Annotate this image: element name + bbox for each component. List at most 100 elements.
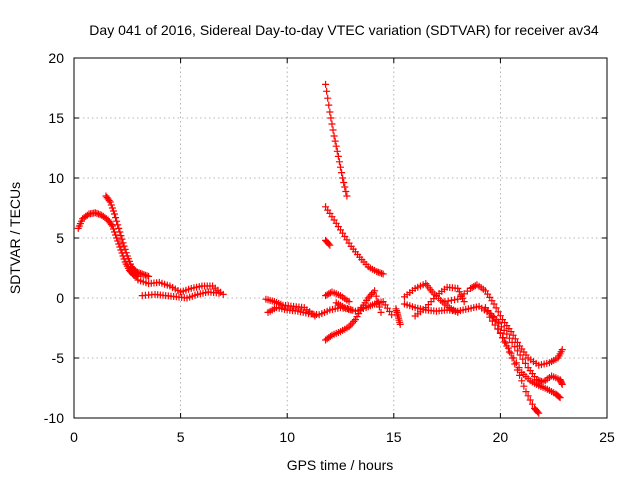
data-point <box>338 169 346 177</box>
data-point <box>507 349 515 357</box>
data-point <box>503 342 511 350</box>
data-point <box>114 221 122 229</box>
series-arc-morning-low <box>138 288 223 302</box>
data-point <box>558 346 566 354</box>
data-point <box>120 242 128 250</box>
data-point <box>366 292 374 300</box>
series-arc-evening-1 <box>481 304 566 388</box>
series-arc-steep-drop <box>322 80 351 200</box>
data-point <box>326 108 334 116</box>
data-point <box>350 317 358 325</box>
data-point <box>526 396 534 404</box>
data-point <box>119 239 127 247</box>
y-tick-label: -10 <box>44 410 64 426</box>
series-arc-morning-flat <box>134 276 227 298</box>
data-point <box>492 316 500 324</box>
data-point <box>325 290 333 298</box>
data-point <box>490 300 498 308</box>
data-point <box>106 198 114 206</box>
data-point <box>328 120 336 128</box>
x-tick-label: 5 <box>177 429 185 445</box>
data-point <box>516 371 524 379</box>
data-point <box>507 328 515 336</box>
data-point <box>496 312 504 320</box>
data-point <box>331 137 339 145</box>
data-point <box>455 288 463 296</box>
data-point <box>377 308 385 316</box>
data-point <box>122 249 130 257</box>
data-point <box>505 348 513 356</box>
data-point <box>333 147 341 155</box>
data-point <box>492 304 500 312</box>
x-tick-label: 0 <box>70 429 78 445</box>
data-point <box>454 308 462 316</box>
data-point <box>511 360 519 368</box>
data-point <box>330 132 338 140</box>
data-point <box>109 207 117 215</box>
data-point <box>339 174 347 182</box>
series-arc-rising-low <box>322 287 385 344</box>
data-point <box>518 377 526 385</box>
data-point <box>495 319 503 327</box>
data-point <box>520 382 528 390</box>
data-point <box>351 316 359 324</box>
data-point <box>114 237 122 245</box>
series-arc-descending <box>322 203 387 278</box>
data-point <box>528 400 536 408</box>
data-point <box>509 331 517 339</box>
data-point <box>327 114 335 122</box>
data-point <box>491 321 499 329</box>
data-point <box>332 142 340 150</box>
data-point <box>396 320 404 328</box>
data-point <box>511 335 519 343</box>
data-point <box>512 359 520 367</box>
data-point <box>219 290 227 298</box>
series-arc-evening-3 <box>494 325 543 417</box>
x-tick-label: 20 <box>493 429 509 445</box>
data-point <box>311 312 319 320</box>
data-point <box>369 289 377 297</box>
data-point <box>340 179 348 186</box>
data-point <box>145 272 153 280</box>
data-point <box>111 210 119 218</box>
series-arc-afternoon-6 <box>441 281 566 369</box>
data-point <box>486 313 494 321</box>
data-point <box>341 183 349 191</box>
x-axis-label: GPS time / hours <box>287 457 394 473</box>
data-point <box>454 284 462 292</box>
data-series <box>74 80 566 417</box>
series-arc-afternoon-1 <box>332 298 396 319</box>
data-point <box>323 87 331 95</box>
data-point <box>353 313 361 321</box>
y-tick-label: 5 <box>56 230 64 246</box>
data-point <box>556 394 564 402</box>
x-tick-label: 15 <box>386 429 402 445</box>
data-point <box>335 158 343 166</box>
data-point <box>107 221 115 228</box>
data-point <box>329 126 337 134</box>
series-arc-afternoon-3 <box>400 300 502 326</box>
data-point <box>113 234 121 242</box>
data-point <box>513 347 521 355</box>
data-point <box>522 388 530 396</box>
data-point <box>325 101 333 109</box>
data-point <box>372 292 380 300</box>
data-point <box>558 380 566 388</box>
data-point <box>555 393 563 401</box>
data-point <box>83 211 91 219</box>
data-point <box>503 330 511 338</box>
data-point <box>460 298 468 306</box>
data-point <box>488 317 496 325</box>
data-point <box>326 241 334 249</box>
data-point <box>112 214 120 222</box>
data-point <box>499 334 507 342</box>
data-point <box>334 152 342 160</box>
data-point <box>345 298 353 306</box>
data-point <box>215 289 223 297</box>
series-arc-midday-upper <box>262 295 319 320</box>
data-point <box>108 222 116 230</box>
data-point <box>519 355 527 363</box>
data-point <box>337 163 344 171</box>
data-point <box>121 245 129 253</box>
data-point <box>322 80 330 88</box>
